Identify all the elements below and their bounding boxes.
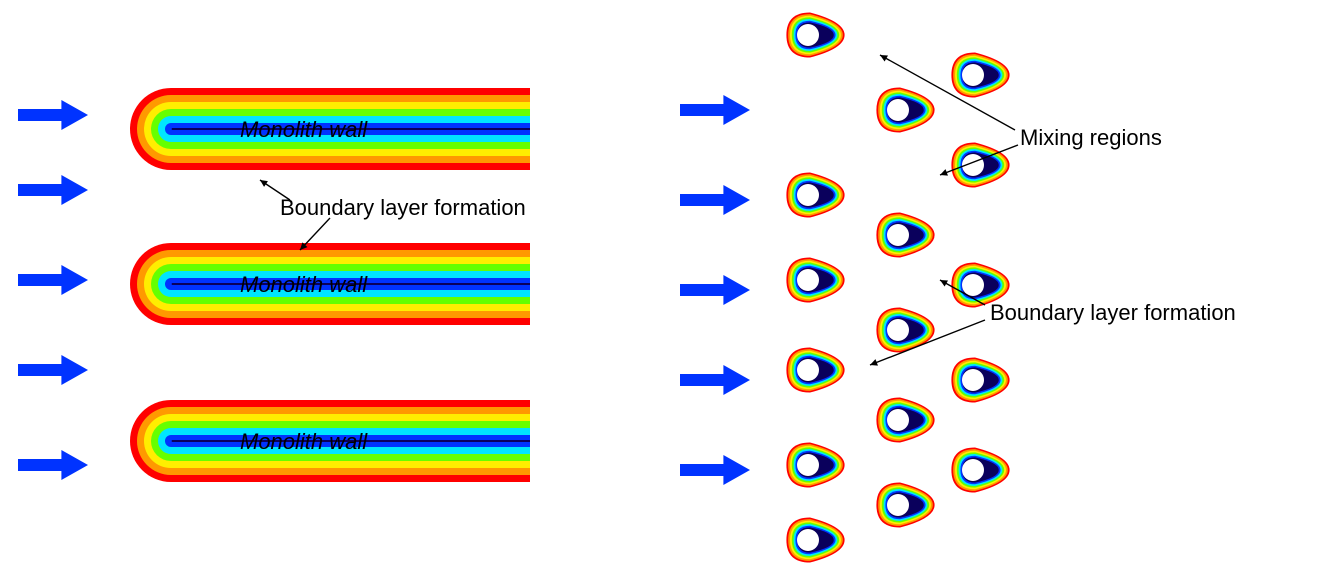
particle bbox=[786, 12, 844, 57]
particle-core bbox=[797, 359, 819, 381]
particle bbox=[786, 257, 844, 302]
particle bbox=[876, 482, 934, 527]
annotation-label: Mixing regions bbox=[1020, 125, 1162, 150]
particle-core bbox=[797, 269, 819, 291]
particle bbox=[876, 397, 934, 442]
particle-core bbox=[962, 274, 984, 296]
monolith-label: Monolith wall bbox=[240, 272, 368, 297]
particle bbox=[951, 447, 1009, 492]
monolith-wall: Monolith wall bbox=[130, 88, 530, 170]
flow-arrow-icon bbox=[18, 175, 88, 205]
annotation-label: Boundary layer formation bbox=[990, 300, 1236, 325]
flow-arrow-icon bbox=[680, 275, 750, 305]
monolith-wall: Monolith wall bbox=[130, 243, 530, 325]
flow-arrow-icon bbox=[680, 455, 750, 485]
flow-arrow-icon bbox=[18, 100, 88, 130]
particle-core bbox=[887, 99, 909, 121]
particle bbox=[951, 357, 1009, 402]
annotation: Boundary layer formation bbox=[260, 180, 526, 250]
particle bbox=[786, 172, 844, 217]
particle bbox=[786, 442, 844, 487]
particle bbox=[951, 142, 1009, 187]
particle bbox=[951, 52, 1009, 97]
flow-arrow-icon bbox=[680, 365, 750, 395]
particle-core bbox=[887, 319, 909, 341]
particle-core bbox=[962, 369, 984, 391]
monolith-label: Monolith wall bbox=[240, 117, 368, 142]
particle-core bbox=[797, 529, 819, 551]
particle-core bbox=[797, 184, 819, 206]
particle bbox=[786, 517, 844, 562]
monolith-label: Monolith wall bbox=[240, 429, 368, 454]
flow-arrow-icon bbox=[680, 185, 750, 215]
flow-arrow-icon bbox=[18, 450, 88, 480]
particle-core bbox=[962, 64, 984, 86]
particle bbox=[876, 212, 934, 257]
particle bbox=[876, 87, 934, 132]
particle-core bbox=[962, 459, 984, 481]
monolith-wall: Monolith wall bbox=[130, 400, 530, 482]
flow-arrow-icon bbox=[18, 265, 88, 295]
diagram-canvas: Monolith wall Monolith wall Monolith wall B… bbox=[0, 0, 1343, 588]
particle-core bbox=[797, 454, 819, 476]
particle bbox=[786, 347, 844, 392]
particle-core bbox=[887, 494, 909, 516]
flow-arrow-icon bbox=[18, 355, 88, 385]
flow-arrow-icon bbox=[680, 95, 750, 125]
particle-core bbox=[887, 224, 909, 246]
annotation-label: Boundary layer formation bbox=[280, 195, 526, 220]
particle-core bbox=[887, 409, 909, 431]
particle-core bbox=[797, 24, 819, 46]
particle bbox=[876, 307, 934, 352]
